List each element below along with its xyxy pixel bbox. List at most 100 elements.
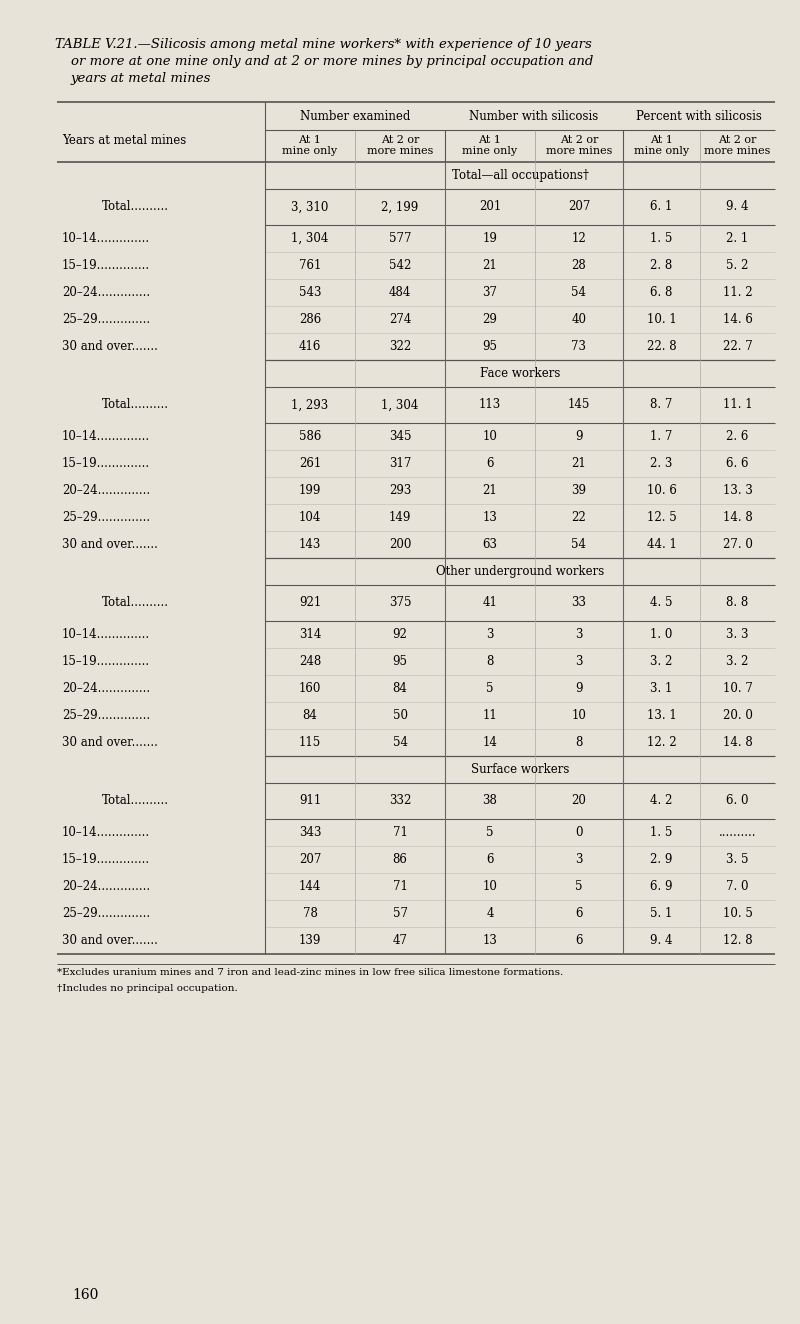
- Text: 207: 207: [299, 853, 321, 866]
- Text: 9. 4: 9. 4: [650, 933, 673, 947]
- Text: At 2 or: At 2 or: [560, 135, 598, 146]
- Text: 160: 160: [299, 682, 321, 695]
- Text: 9: 9: [575, 430, 582, 444]
- Text: TABLE V.21.—Silicosis among metal mine workers* with experience of 10 years: TABLE V.21.—Silicosis among metal mine w…: [55, 38, 592, 52]
- Text: 911: 911: [299, 794, 321, 808]
- Text: 3: 3: [575, 628, 582, 641]
- Text: At 1: At 1: [298, 135, 322, 146]
- Text: 6. 9: 6. 9: [650, 880, 673, 892]
- Text: 8: 8: [575, 736, 582, 749]
- Text: Years at metal mines: Years at metal mines: [62, 134, 186, 147]
- Text: 12. 2: 12. 2: [646, 736, 676, 749]
- Text: 3, 310: 3, 310: [291, 200, 329, 213]
- Text: 63: 63: [482, 538, 498, 551]
- Text: 25–29..............: 25–29..............: [62, 511, 150, 524]
- Text: At 2 or: At 2 or: [381, 135, 419, 146]
- Text: 57: 57: [393, 907, 407, 920]
- Text: 5. 1: 5. 1: [650, 907, 673, 920]
- Text: 160: 160: [72, 1288, 98, 1301]
- Text: 6. 6: 6. 6: [726, 457, 749, 470]
- Text: 10–14..............: 10–14..............: [62, 628, 150, 641]
- Text: Total..........: Total..........: [102, 794, 169, 808]
- Text: 11. 1: 11. 1: [722, 399, 752, 412]
- Text: 1, 304: 1, 304: [382, 399, 418, 412]
- Text: 21: 21: [482, 485, 498, 496]
- Text: 15–19..............: 15–19..............: [62, 655, 150, 669]
- Text: 3. 2: 3. 2: [650, 655, 673, 669]
- Text: 104: 104: [299, 511, 321, 524]
- Text: 6. 1: 6. 1: [650, 200, 673, 213]
- Text: 8: 8: [486, 655, 494, 669]
- Text: 1. 5: 1. 5: [650, 826, 673, 839]
- Text: 4. 2: 4. 2: [650, 794, 673, 808]
- Text: 30 and over.......: 30 and over.......: [62, 933, 158, 947]
- Text: 20–24..............: 20–24..............: [62, 880, 150, 892]
- Text: 13: 13: [482, 511, 498, 524]
- Text: 30 and over.......: 30 and over.......: [62, 340, 166, 354]
- Text: Number with silicosis: Number with silicosis: [470, 110, 598, 123]
- Text: 343: 343: [298, 826, 322, 839]
- Text: 14. 8: 14. 8: [722, 511, 752, 524]
- Text: 20–24..............: 20–24..............: [62, 286, 150, 299]
- Text: 14. 6: 14. 6: [722, 312, 753, 326]
- Text: 12. 5: 12. 5: [646, 511, 676, 524]
- Text: 10. 1: 10. 1: [646, 312, 676, 326]
- Text: 322: 322: [389, 340, 411, 354]
- Text: 13. 1: 13. 1: [646, 708, 676, 722]
- Text: 149: 149: [389, 511, 411, 524]
- Text: 542: 542: [389, 260, 411, 271]
- Text: 921: 921: [299, 597, 321, 609]
- Text: 14. 8: 14. 8: [722, 736, 752, 749]
- Text: 332: 332: [389, 794, 411, 808]
- Text: 5. 2: 5. 2: [726, 260, 749, 271]
- Text: Other underground workers: Other underground workers: [436, 565, 604, 579]
- Text: †Includes no principal occupation.: †Includes no principal occupation.: [57, 984, 238, 993]
- Text: 10: 10: [571, 708, 586, 722]
- Text: 144: 144: [299, 880, 321, 892]
- Text: 9: 9: [575, 682, 582, 695]
- Text: 10: 10: [482, 880, 498, 892]
- Text: 484: 484: [389, 286, 411, 299]
- Text: 13. 3: 13. 3: [722, 485, 753, 496]
- Text: 2. 1: 2. 1: [726, 232, 749, 245]
- Text: 28: 28: [572, 260, 586, 271]
- Text: 71: 71: [393, 880, 407, 892]
- Text: Number examined: Number examined: [300, 110, 410, 123]
- Text: 33: 33: [571, 597, 586, 609]
- Text: 10–14..............: 10–14..............: [62, 826, 150, 839]
- Text: 6: 6: [486, 457, 494, 470]
- Text: 54: 54: [393, 736, 407, 749]
- Text: 8. 8: 8. 8: [726, 597, 749, 609]
- Text: 10. 7: 10. 7: [722, 682, 753, 695]
- Text: 293: 293: [389, 485, 411, 496]
- Text: 145: 145: [568, 399, 590, 412]
- Text: 345: 345: [389, 430, 411, 444]
- Text: 5: 5: [486, 826, 494, 839]
- Text: At 1: At 1: [650, 135, 673, 146]
- Text: 115: 115: [299, 736, 321, 749]
- Text: 6. 0: 6. 0: [726, 794, 749, 808]
- Text: 15–19..............: 15–19..............: [62, 260, 150, 271]
- Text: 0: 0: [575, 826, 582, 839]
- Text: 8. 7: 8. 7: [650, 399, 673, 412]
- Text: 274: 274: [389, 312, 411, 326]
- Text: 41: 41: [482, 597, 498, 609]
- Text: 6. 8: 6. 8: [650, 286, 673, 299]
- Text: 12: 12: [572, 232, 586, 245]
- Text: 22. 7: 22. 7: [722, 340, 752, 354]
- Text: 20: 20: [571, 794, 586, 808]
- Text: 7. 0: 7. 0: [726, 880, 749, 892]
- Text: 30 and over.......: 30 and over.......: [62, 736, 158, 749]
- Text: 25–29..............: 25–29..............: [62, 312, 150, 326]
- Text: 3: 3: [575, 853, 582, 866]
- Text: or more at one mine only and at 2 or more mines by principal occupation and: or more at one mine only and at 2 or mor…: [71, 56, 594, 68]
- Text: 47: 47: [393, 933, 407, 947]
- Text: 2. 9: 2. 9: [650, 853, 673, 866]
- Text: 139: 139: [299, 933, 321, 947]
- Text: 95: 95: [393, 655, 407, 669]
- Text: Surface workers: Surface workers: [471, 763, 569, 776]
- Text: 375: 375: [389, 597, 411, 609]
- Text: 761: 761: [299, 260, 321, 271]
- Text: 317: 317: [389, 457, 411, 470]
- Text: 3. 1: 3. 1: [650, 682, 673, 695]
